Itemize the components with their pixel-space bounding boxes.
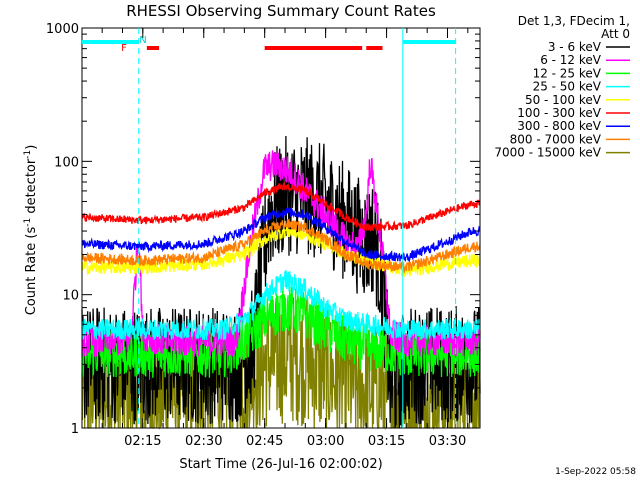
- legend-header-line-1: Det 1,3, FDecim 1,: [518, 14, 630, 28]
- y-tick-label: 100: [54, 155, 79, 170]
- x-tick-label: 03:15: [368, 434, 405, 449]
- legend-entry-label: 300 - 800 keV: [517, 119, 601, 133]
- legend-entry-label: 50 - 100 keV: [525, 93, 602, 107]
- flare-night-markers: F N: [81, 28, 457, 428]
- legend-entry-label: 6 - 12 keV: [540, 53, 602, 67]
- flare-bar: [146, 46, 160, 50]
- series-line-800-7000keV: [81, 218, 481, 274]
- legend-entry-label: 3 - 6 keV: [548, 40, 602, 54]
- legend-entry-label: 12 - 25 keV: [533, 66, 602, 80]
- legend-entry-label: 25 - 50 keV: [533, 80, 602, 94]
- legend-entry-label: 800 - 7000 keV: [510, 132, 602, 146]
- series-line-25-50keV: [81, 269, 481, 342]
- x-tick-label: 03:30: [429, 434, 466, 449]
- footer-date: 1-Sep-2022 05:58: [555, 467, 636, 477]
- plot-area: [81, 135, 481, 431]
- legend-entry-label: 7000 - 15000 keV: [494, 146, 601, 160]
- y-axis-label: Count Rate (s-1 detector-1): [23, 145, 39, 316]
- x-tick-label: 03:00: [307, 434, 344, 449]
- night-bar: [402, 40, 456, 44]
- y-tick-label: 1: [71, 422, 79, 437]
- series-line-100-300keV: [81, 181, 481, 232]
- x-tick-label: 02:30: [185, 434, 222, 449]
- chart-title: RHESSI Observing Summary Count Rates: [126, 2, 436, 20]
- legend-header-line-2: Att 0: [601, 27, 630, 41]
- x-axis-label: Start Time (26-Jul-16 02:00:02): [179, 457, 382, 472]
- flare-bar: [264, 46, 363, 50]
- y-tick-label: 10: [62, 289, 79, 304]
- series-line-300-800keV: [81, 205, 481, 263]
- legend-entry-label: 100 - 300 keV: [517, 106, 601, 120]
- x-tick-label: 02:45: [246, 434, 283, 449]
- night-marker-label: N: [139, 35, 146, 46]
- flare-marker-label: F: [121, 43, 127, 54]
- y-tick-label: 1000: [46, 22, 79, 37]
- flare-bar: [366, 46, 383, 50]
- plot-frame: [81, 27, 481, 429]
- x-tick-label: 02:15: [124, 434, 161, 449]
- axes: 1 10 100 1000 02:15 02:30 02:45 03:00 03:15 03:30: [46, 22, 481, 449]
- series-line-50-100keV: [81, 225, 481, 277]
- night-bar: [81, 40, 139, 44]
